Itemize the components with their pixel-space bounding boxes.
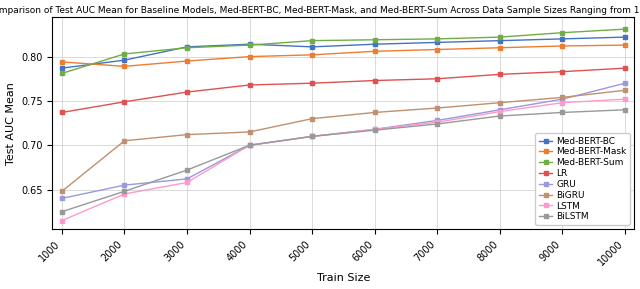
Med-BERT-Mask bbox=[559, 44, 566, 48]
Med-BERT-BC bbox=[433, 41, 441, 44]
Med-BERT-BC bbox=[58, 66, 66, 70]
Med-BERT-Sum bbox=[246, 43, 253, 47]
Line: LR: LR bbox=[60, 66, 627, 114]
Med-BERT-Sum bbox=[621, 27, 629, 31]
BiLSTM bbox=[621, 108, 629, 112]
LR bbox=[371, 79, 379, 82]
BiGRU bbox=[371, 111, 379, 114]
LSTM bbox=[496, 110, 504, 113]
BiLSTM bbox=[559, 111, 566, 114]
BiLSTM bbox=[246, 144, 253, 147]
BiGRU bbox=[58, 190, 66, 193]
GRU bbox=[496, 108, 504, 112]
Med-BERT-Sum bbox=[308, 39, 316, 42]
BiLSTM bbox=[120, 190, 128, 193]
Med-BERT-Mask bbox=[433, 48, 441, 51]
Med-BERT-Mask bbox=[183, 59, 191, 63]
GRU bbox=[621, 81, 629, 85]
LR bbox=[621, 66, 629, 70]
Line: Med-BERT-Sum: Med-BERT-Sum bbox=[60, 27, 627, 75]
Med-BERT-Sum bbox=[58, 72, 66, 75]
LR bbox=[58, 111, 66, 114]
LR bbox=[496, 73, 504, 76]
LR bbox=[308, 81, 316, 85]
GRU bbox=[120, 184, 128, 187]
BiGRU bbox=[496, 101, 504, 104]
Med-BERT-Mask bbox=[496, 46, 504, 49]
BiLSTM bbox=[433, 122, 441, 126]
GRU bbox=[308, 135, 316, 138]
LR bbox=[433, 77, 441, 81]
Line: Med-BERT-BC: Med-BERT-BC bbox=[60, 35, 627, 70]
Line: LSTM: LSTM bbox=[60, 97, 627, 223]
Legend: Med-BERT-BC, Med-BERT-Mask, Med-BERT-Sum, LR, GRU, BiGRU, LSTM, BiLSTM: Med-BERT-BC, Med-BERT-Mask, Med-BERT-Sum… bbox=[535, 133, 630, 225]
X-axis label: Train Size: Train Size bbox=[317, 273, 370, 284]
BiGRU bbox=[246, 130, 253, 134]
LR bbox=[559, 70, 566, 73]
GRU bbox=[371, 127, 379, 131]
Med-BERT-BC bbox=[371, 42, 379, 46]
BiLSTM bbox=[58, 210, 66, 214]
Title: Comparison of Test AUC Mean for Baseline Models, Med-BERT-BC, Med-BERT-Mask, and: Comparison of Test AUC Mean for Baseline… bbox=[0, 5, 640, 14]
BiLSTM bbox=[496, 114, 504, 118]
Med-BERT-BC bbox=[621, 35, 629, 39]
Med-BERT-BC bbox=[183, 45, 191, 49]
Line: BiLSTM: BiLSTM bbox=[60, 108, 627, 214]
LSTM bbox=[433, 121, 441, 124]
Med-BERT-Sum bbox=[433, 37, 441, 41]
Med-BERT-BC bbox=[246, 42, 253, 46]
LSTM bbox=[183, 181, 191, 184]
Med-BERT-Mask bbox=[308, 53, 316, 57]
BiGRU bbox=[559, 96, 566, 99]
LR bbox=[183, 90, 191, 94]
Line: Med-BERT-Mask: Med-BERT-Mask bbox=[60, 43, 627, 68]
Med-BERT-Sum bbox=[120, 52, 128, 56]
BiLSTM bbox=[371, 128, 379, 132]
BiGRU bbox=[183, 133, 191, 136]
BiLSTM bbox=[308, 135, 316, 138]
LSTM bbox=[308, 135, 316, 138]
LSTM bbox=[246, 144, 253, 147]
Line: BiGRU: BiGRU bbox=[60, 88, 627, 193]
Med-BERT-Mask bbox=[621, 43, 629, 47]
Med-BERT-BC bbox=[308, 45, 316, 49]
Med-BERT-Sum bbox=[183, 46, 191, 49]
Med-BERT-Sum bbox=[559, 31, 566, 34]
LSTM bbox=[559, 101, 566, 104]
GRU bbox=[433, 119, 441, 122]
GRU bbox=[58, 197, 66, 200]
LSTM bbox=[621, 97, 629, 101]
BiGRU bbox=[120, 139, 128, 142]
Y-axis label: Test AUC Mean: Test AUC Mean bbox=[6, 82, 15, 164]
BiLSTM bbox=[183, 168, 191, 172]
Med-BERT-Mask bbox=[120, 65, 128, 68]
LR bbox=[246, 83, 253, 87]
BiGRU bbox=[621, 88, 629, 92]
LSTM bbox=[58, 219, 66, 222]
Med-BERT-Sum bbox=[371, 38, 379, 42]
Line: GRU: GRU bbox=[60, 81, 627, 201]
Med-BERT-Mask bbox=[371, 49, 379, 53]
BiGRU bbox=[308, 117, 316, 121]
Med-BERT-Sum bbox=[496, 35, 504, 39]
BiGRU bbox=[433, 106, 441, 110]
GRU bbox=[559, 97, 566, 101]
LSTM bbox=[120, 192, 128, 196]
GRU bbox=[183, 177, 191, 181]
Med-BERT-BC bbox=[559, 37, 566, 41]
Med-BERT-Mask bbox=[58, 60, 66, 64]
GRU bbox=[246, 144, 253, 147]
LR bbox=[120, 100, 128, 103]
Med-BERT-Mask bbox=[246, 55, 253, 58]
Med-BERT-BC bbox=[496, 39, 504, 42]
LSTM bbox=[371, 127, 379, 131]
Med-BERT-BC bbox=[120, 58, 128, 62]
